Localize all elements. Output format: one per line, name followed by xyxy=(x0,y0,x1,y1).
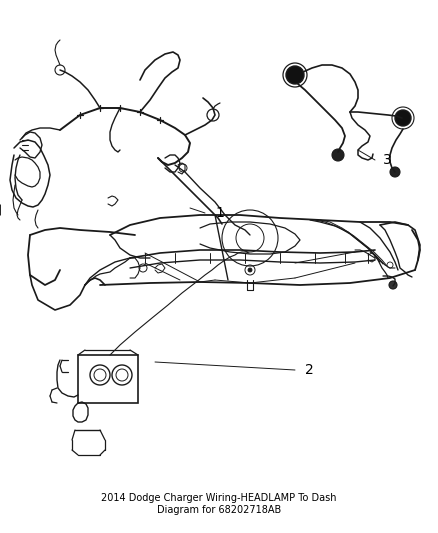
Circle shape xyxy=(395,110,411,126)
Text: 3: 3 xyxy=(383,153,392,167)
Circle shape xyxy=(390,167,400,177)
Circle shape xyxy=(389,281,397,289)
Bar xyxy=(78,355,138,403)
Circle shape xyxy=(248,268,252,272)
Text: 2014 Dodge Charger Wiring-HEADLAMP To Dash
Diagram for 68202718AB: 2014 Dodge Charger Wiring-HEADLAMP To Da… xyxy=(101,494,337,515)
Circle shape xyxy=(332,149,344,161)
Circle shape xyxy=(286,66,304,84)
Text: 1: 1 xyxy=(215,206,224,220)
Text: 2: 2 xyxy=(305,363,314,377)
